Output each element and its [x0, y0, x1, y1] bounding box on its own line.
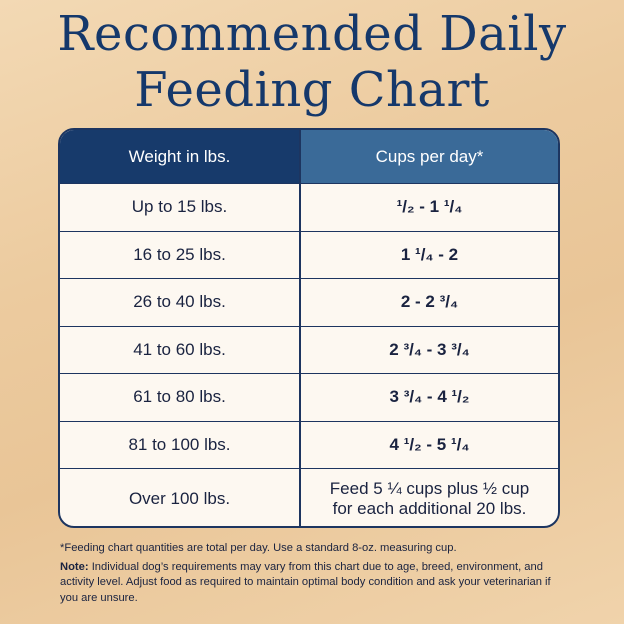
cups-cell: 4 ¹/₂ - 5 ¹/₄	[389, 434, 470, 454]
cups-cell: 1 ¹/₄ - 2	[400, 244, 459, 264]
weight-cell: 41 to 60 lbs.	[60, 326, 301, 373]
title-line-2: Feeding Chart	[134, 62, 490, 118]
weight-cell: 16 to 25 lbs.	[60, 231, 301, 278]
weight-cell: Up to 15 lbs.	[60, 184, 301, 231]
header-weight: Weight in lbs.	[60, 130, 301, 183]
note-text: Individual dog’s requirements may vary f…	[60, 560, 551, 604]
footnote: *Feeding chart quantities are total per …	[60, 542, 457, 554]
table-row: 41 to 60 lbs. 2 ³/₄ - 3 ³/₄	[60, 325, 558, 373]
table-row: 26 to 40 lbs. 2 - 2 ³/₄	[60, 278, 558, 326]
weight-cell: 26 to 40 lbs.	[60, 279, 301, 326]
weight-cell: 81 to 100 lbs.	[60, 421, 301, 468]
header-cups: Cups per day*	[301, 130, 558, 183]
page-title: Recommended Daily Feeding Chart	[0, 6, 624, 118]
weight-cell: 61 to 80 lbs.	[60, 374, 301, 421]
table-header: Weight in lbs. Cups per day*	[60, 130, 558, 183]
feeding-table: Weight in lbs. Cups per day* Up to 15 lb…	[58, 128, 560, 528]
cups-cell: ¹/₂ - 1 ¹/₄	[396, 197, 463, 217]
table-row: Up to 15 lbs. ¹/₂ - 1 ¹/₄	[60, 183, 558, 231]
table-row: 16 to 25 lbs. 1 ¹/₄ - 2	[60, 230, 558, 278]
weight-cell: Over 100 lbs.	[60, 469, 301, 526]
table-row: Over 100 lbs. Feed 5 ¼ cups plus ½ cup f…	[60, 468, 558, 526]
title-line-1: Recommended Daily	[57, 6, 567, 62]
cups-cell: Feed 5 ¼ cups plus ½ cup for each additi…	[329, 478, 530, 518]
table-row: 61 to 80 lbs. 3 ³/₄ - 4 ¹/₂	[60, 373, 558, 421]
table-row: 81 to 100 lbs. 4 ¹/₂ - 5 ¹/₄	[60, 420, 558, 468]
notes: *Feeding chart quantities are total per …	[60, 541, 560, 609]
cups-cell: 2 ³/₄ - 3 ³/₄	[389, 339, 470, 359]
note-label: Note:	[60, 560, 89, 573]
cups-cell: 2 - 2 ³/₄	[400, 292, 459, 312]
cups-cell: 3 ³/₄ - 4 ¹/₂	[389, 387, 470, 407]
note-paragraph: Note: Individual dog’s requirements may …	[60, 560, 560, 607]
